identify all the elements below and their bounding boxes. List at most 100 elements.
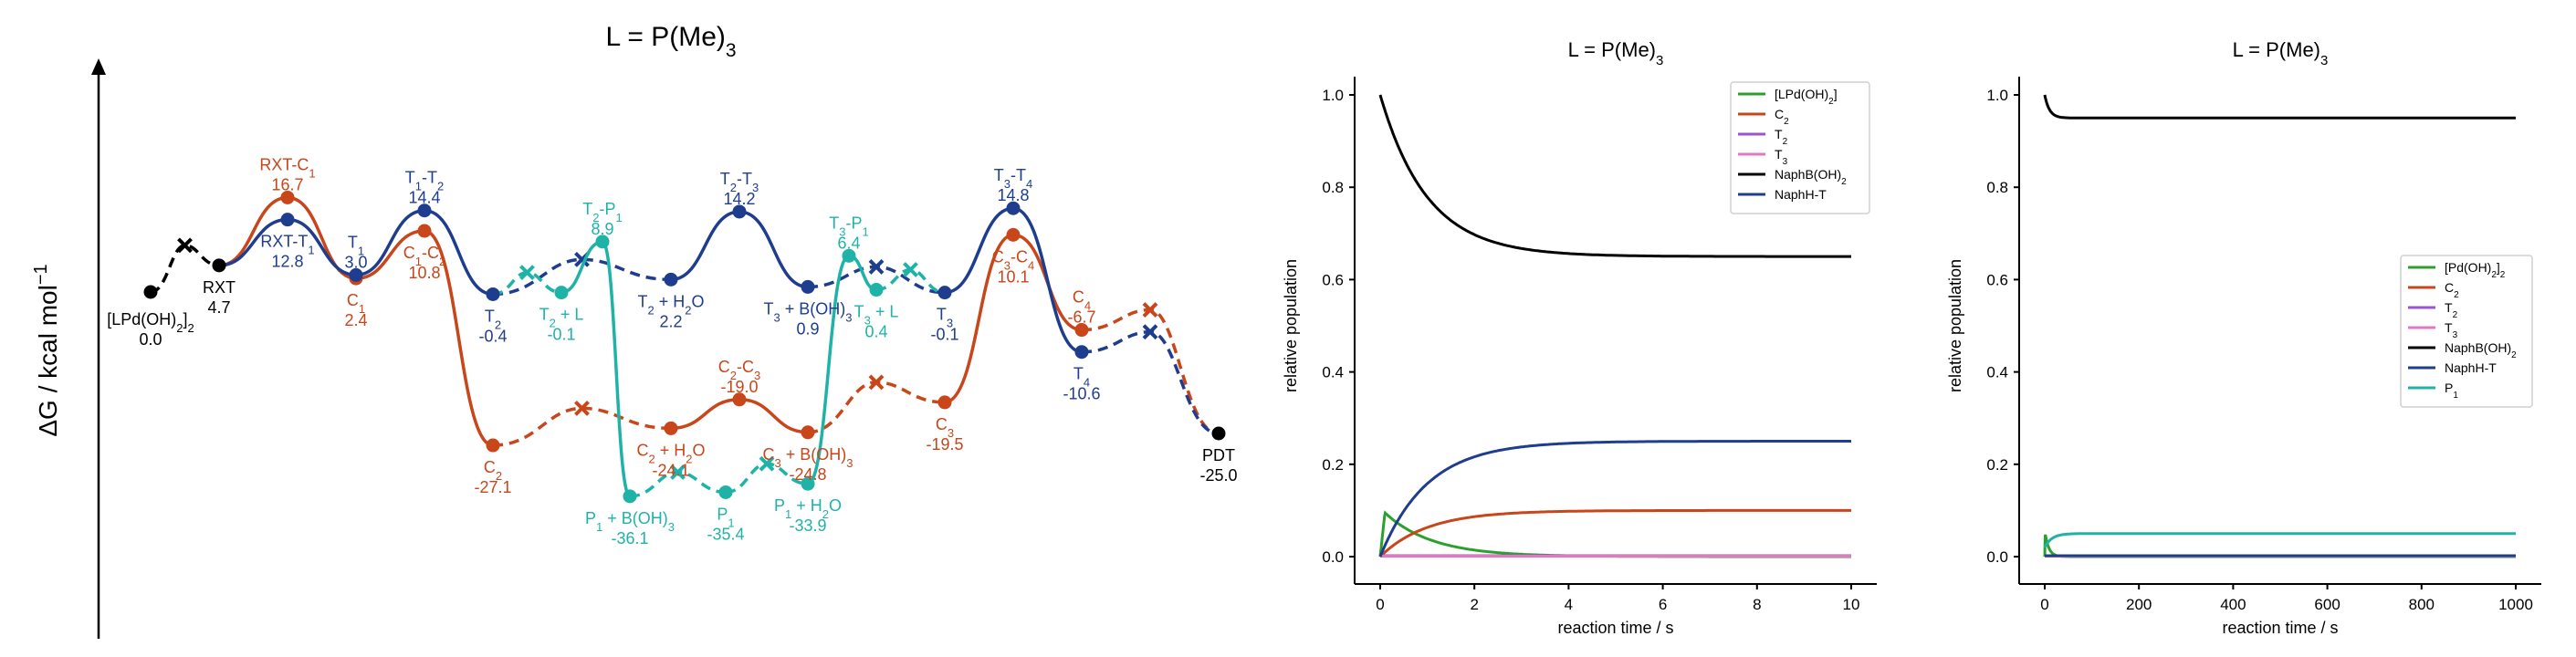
profile-segment <box>287 195 357 280</box>
state-point <box>417 203 432 218</box>
transition-cross-icon <box>868 374 885 391</box>
state-value: -27.1 <box>474 478 511 496</box>
y-axis-label: relative population <box>1946 259 1964 392</box>
legend-label: P1 <box>2445 381 2458 401</box>
chart-title: L = P(Me)3 <box>1568 38 1664 68</box>
state-label: T3 <box>937 306 953 330</box>
profile-dashed-segment <box>807 381 946 434</box>
state-point <box>417 224 432 238</box>
state-label: C2-C3 <box>718 358 760 382</box>
profile-segment <box>670 210 740 282</box>
state-value: 14.2 <box>723 190 755 208</box>
legend-label: T2 <box>2445 300 2458 320</box>
series-line <box>1378 508 1851 558</box>
y-tick-label: 0.2 <box>1986 456 2008 474</box>
profile-dashed-segment <box>875 267 946 295</box>
transition-cross-icon <box>868 259 885 275</box>
state-point <box>1006 201 1021 215</box>
legend-label: NaphH-T <box>1775 187 1827 202</box>
profile-segment <box>601 240 632 498</box>
profile-segment <box>355 208 425 277</box>
legend-label: C2 <box>1775 107 1789 127</box>
state-label: T2-T3 <box>720 170 759 194</box>
x-tick-label: 0 <box>2040 596 2048 613</box>
x-tick-label: 6 <box>1659 596 1667 613</box>
state-label: T1 <box>348 233 364 257</box>
state-point <box>718 485 733 499</box>
state-point <box>280 213 295 227</box>
state-point <box>1006 227 1021 242</box>
y-tick-label: 0.8 <box>1986 179 2008 196</box>
profile-segment <box>355 229 425 280</box>
chart-title: L = P(Me)3 <box>605 22 736 61</box>
state-value: -10.6 <box>1063 385 1100 403</box>
state-point <box>554 286 569 300</box>
legend-box <box>2400 255 2533 408</box>
state-value: -33.9 <box>789 516 826 535</box>
state-value: -24.8 <box>789 465 826 484</box>
profile-dashed-segment <box>1081 308 1220 435</box>
state-point <box>280 190 295 204</box>
profile-segment <box>1012 206 1083 354</box>
state-label: PDT <box>1202 446 1235 464</box>
state-point <box>937 286 952 300</box>
state-label: P1 <box>717 505 734 529</box>
legend-label: [LPd(OH)2] <box>1775 87 1838 107</box>
transition-cross-icon <box>1142 302 1158 318</box>
x-axis-label: reaction time / s <box>2222 619 2338 637</box>
profile-dashed-segment <box>492 270 562 297</box>
x-tick-label: 400 <box>2220 596 2246 613</box>
profile-segment <box>944 233 1014 404</box>
x-tick-label: 200 <box>2126 596 2152 613</box>
state-point <box>664 272 678 287</box>
state-point <box>212 258 226 273</box>
transition-cross-icon <box>903 262 918 277</box>
legend-label: NaphH-T <box>2445 360 2497 375</box>
state-point <box>595 235 610 249</box>
state-value: 14.4 <box>408 189 440 207</box>
series-line <box>2043 532 2516 548</box>
state-point <box>1074 323 1089 338</box>
state-label: [LPd(OH)2]2 <box>107 310 194 335</box>
state-point <box>869 283 884 297</box>
state-label: T2 <box>485 307 501 331</box>
series-line <box>2043 94 2516 120</box>
state-value: -25.0 <box>1199 466 1237 485</box>
state-label: T3 + B(OH)3 <box>764 299 853 324</box>
x-axis-label: reaction time / s <box>1557 619 1673 637</box>
state-value: -24.1 <box>652 461 689 479</box>
state-point <box>732 204 747 219</box>
state-label: P1 + H2O <box>774 496 842 521</box>
profile-segment <box>560 240 603 295</box>
state-point <box>1074 345 1089 360</box>
transition-cross-icon <box>519 265 535 281</box>
state-label: RXT-C1 <box>259 155 315 180</box>
profile-dashed-segment <box>492 257 672 297</box>
state-point <box>623 489 637 504</box>
state-point <box>801 476 815 491</box>
profile-segment <box>944 206 1014 295</box>
x-tick-label: 8 <box>1753 596 1761 613</box>
legend-label: NaphB(OH)2 <box>1775 167 1847 187</box>
profile-segment <box>807 254 850 485</box>
profile-segment <box>424 229 494 447</box>
state-label: RXT <box>203 278 236 297</box>
state-value: -0.1 <box>930 326 958 344</box>
state-value: -35.4 <box>707 525 744 543</box>
transition-cross-icon <box>759 455 775 472</box>
profile-dashed-segment <box>150 244 220 294</box>
state-point <box>664 421 678 435</box>
profile-dashed-segment <box>1081 329 1220 435</box>
state-value: 10.8 <box>408 264 440 282</box>
x-tick-label: 4 <box>1565 596 1573 613</box>
state-point <box>349 267 363 282</box>
transition-cross-icon <box>177 237 193 254</box>
profile-segment <box>424 208 494 297</box>
state-point <box>486 438 500 453</box>
state-label: RXT-T1 <box>260 233 314 257</box>
y-tick-label: 1.0 <box>1322 87 1344 104</box>
y-tick-label: 0.2 <box>1322 456 1344 474</box>
state-value: 0.0 <box>139 330 162 349</box>
state-value: -0.4 <box>478 327 507 345</box>
